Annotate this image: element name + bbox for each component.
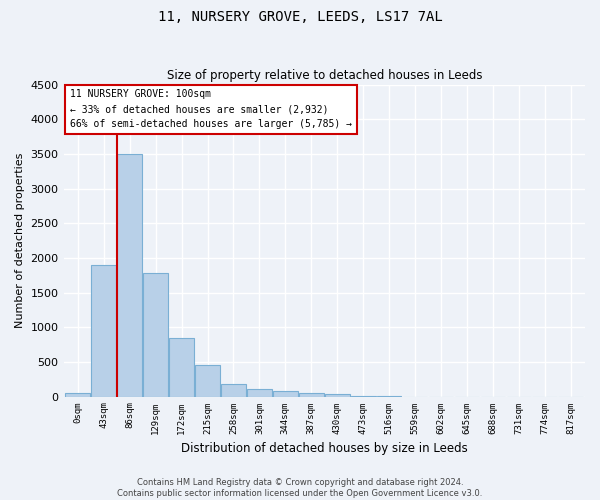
X-axis label: Distribution of detached houses by size in Leeds: Distribution of detached houses by size … [181, 442, 467, 455]
Bar [325, 394, 350, 396]
Bar [247, 390, 272, 396]
Bar [143, 274, 168, 396]
Bar [169, 338, 194, 396]
Bar [118, 154, 142, 396]
Bar [221, 384, 246, 396]
Text: 11, NURSERY GROVE, LEEDS, LS17 7AL: 11, NURSERY GROVE, LEEDS, LS17 7AL [158, 10, 442, 24]
Bar [273, 392, 298, 396]
Bar [65, 393, 90, 396]
Bar [91, 265, 116, 396]
Text: 11 NURSERY GROVE: 100sqm
← 33% of detached houses are smaller (2,932)
66% of sem: 11 NURSERY GROVE: 100sqm ← 33% of detach… [70, 90, 352, 129]
Bar [299, 394, 323, 396]
Text: Contains HM Land Registry data © Crown copyright and database right 2024.
Contai: Contains HM Land Registry data © Crown c… [118, 478, 482, 498]
Title: Size of property relative to detached houses in Leeds: Size of property relative to detached ho… [167, 69, 482, 82]
Y-axis label: Number of detached properties: Number of detached properties [15, 153, 25, 328]
Bar [195, 364, 220, 396]
